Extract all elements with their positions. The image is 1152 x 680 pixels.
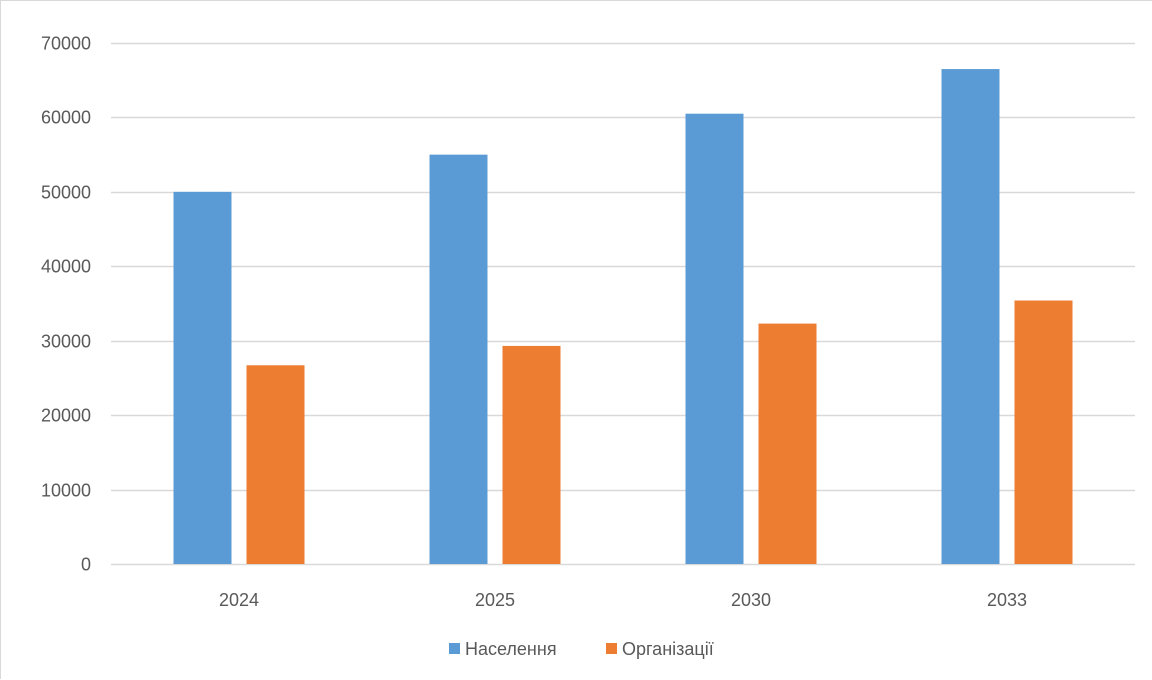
bar-orhanizatsii-2025 (502, 345, 561, 564)
y-tick-label: 60000 (41, 108, 91, 128)
x-tick-label: 2030 (731, 590, 771, 610)
bar-naselennia-2033 (941, 69, 1000, 565)
legend-label: Організації (622, 639, 714, 659)
y-tick-label: 20000 (41, 406, 91, 426)
bars (173, 69, 1073, 565)
bar-naselennia-2030 (685, 113, 744, 564)
x-axis-ticks: 2024 2025 2030 2033 (219, 590, 1027, 610)
bar-naselennia-2024 (173, 191, 232, 564)
x-tick-label: 2024 (219, 590, 259, 610)
legend-item: Організації (606, 639, 714, 659)
bar-orhanizatsii-2033 (1014, 300, 1073, 564)
bar-orhanizatsii-2024 (246, 365, 305, 564)
bar-naselennia-2025 (429, 154, 488, 564)
x-tick-label: 2033 (987, 590, 1027, 610)
y-axis-ticks: 0 10000 20000 30000 40000 50000 60000 70000 (41, 34, 91, 575)
y-tick-label: 30000 (41, 332, 91, 352)
y-tick-label: 50000 (41, 183, 91, 203)
x-tick-label: 2025 (475, 590, 515, 610)
y-tick-label: 0 (81, 555, 91, 575)
bar-orhanizatsii-2030 (758, 323, 817, 564)
y-tick-label: 40000 (41, 257, 91, 277)
legend-label: Населення (465, 639, 557, 659)
legend-item: Населення (449, 639, 557, 659)
legend-swatch (449, 643, 460, 654)
y-tick-label: 70000 (41, 34, 91, 54)
legend: Населення Організації (449, 639, 714, 659)
legend-swatch (606, 643, 617, 654)
y-tick-label: 10000 (41, 481, 91, 501)
